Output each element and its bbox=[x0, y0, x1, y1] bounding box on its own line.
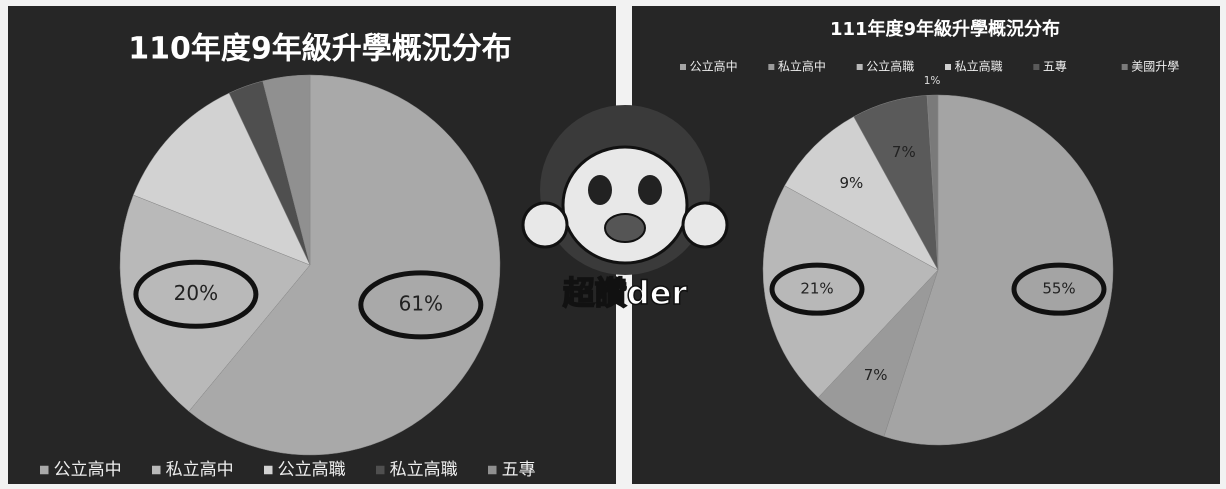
legend-label: 美國升學 bbox=[1131, 60, 1179, 74]
data-label: 21% bbox=[800, 280, 833, 298]
legend-label: 私立高中 bbox=[166, 460, 234, 480]
legend-swatch bbox=[945, 64, 951, 70]
legend-label: 公立高中 bbox=[690, 59, 738, 74]
legend-label: 私立高中 bbox=[778, 59, 826, 74]
legend-label: 私立高職 bbox=[955, 59, 1003, 74]
legend-swatch bbox=[768, 64, 774, 70]
legend-swatch bbox=[376, 466, 385, 475]
chart-title: 111年度9年級升學概況分布 bbox=[830, 18, 1060, 40]
sticker-hand bbox=[683, 203, 727, 247]
sticker-text: 超讚der bbox=[563, 274, 688, 312]
legend-label: 私立高職 bbox=[390, 460, 458, 480]
data-label: 20% bbox=[174, 281, 218, 305]
screenshot: 110年度9年級升學概況分布61%20%公立高中私立高中公立高職私立高職五專11… bbox=[0, 0, 1226, 489]
legend-swatch bbox=[680, 64, 686, 70]
legend-label: 公立高職 bbox=[866, 59, 914, 74]
legend-label: 五專 bbox=[502, 460, 536, 480]
data-label: 7% bbox=[892, 143, 916, 161]
legend-swatch bbox=[1122, 64, 1128, 70]
sticker-mouth bbox=[605, 214, 645, 242]
data-label: 61% bbox=[399, 291, 443, 315]
legend-swatch bbox=[1033, 64, 1039, 70]
sticker-eye bbox=[638, 175, 662, 205]
sticker-eye bbox=[588, 175, 612, 205]
legend-label: 公立高中 bbox=[54, 460, 122, 480]
legend-label: 五專 bbox=[1043, 60, 1067, 74]
data-label: 1% bbox=[924, 75, 941, 87]
chart-title: 110年度9年級升學概況分布 bbox=[128, 32, 512, 67]
legend-swatch bbox=[857, 64, 863, 70]
data-label: 9% bbox=[839, 174, 863, 192]
data-label: 55% bbox=[1042, 280, 1075, 298]
legend-swatch bbox=[488, 466, 497, 475]
legend-swatch bbox=[264, 466, 273, 475]
legend-swatch bbox=[40, 466, 49, 475]
legend-label: 公立高職 bbox=[278, 460, 346, 480]
sticker-hand bbox=[523, 203, 567, 247]
legend-swatch bbox=[152, 466, 161, 475]
data-label: 7% bbox=[864, 366, 888, 384]
sticker-face bbox=[563, 147, 687, 263]
